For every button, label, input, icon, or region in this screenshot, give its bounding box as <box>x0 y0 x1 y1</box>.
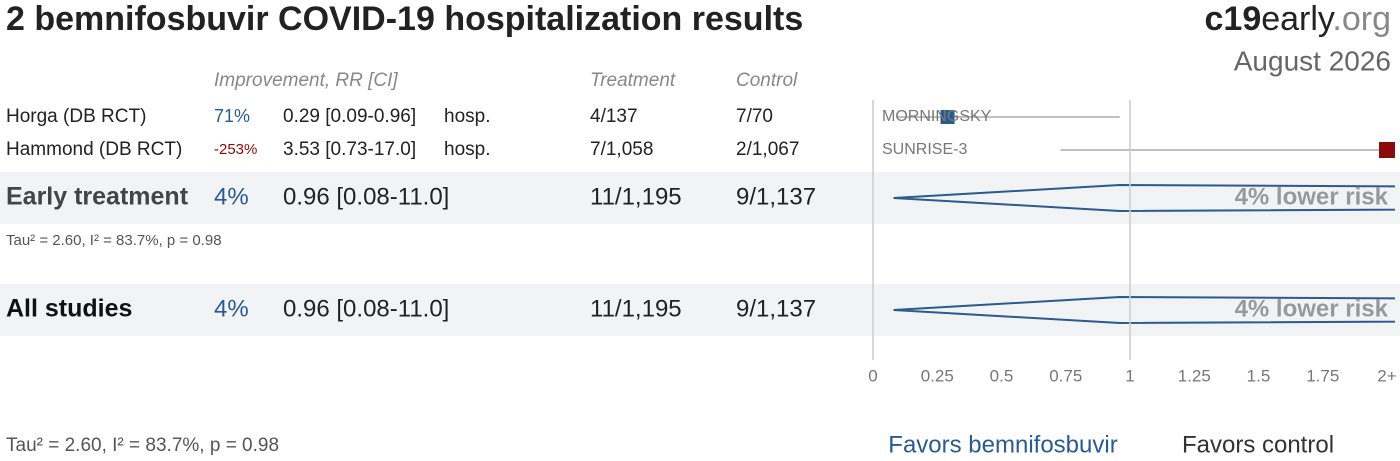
favors-label: Favors control <box>1182 431 1334 458</box>
control: 9/1,137 <box>736 183 816 210</box>
treatment: 11/1,195 <box>590 295 682 322</box>
brand: c19early.org <box>1205 0 1392 38</box>
x-tick-label: 0.25 <box>921 366 954 385</box>
ci-label: 0.96 [0.08-11.0] <box>283 295 449 322</box>
date: August 2026 <box>1234 45 1391 76</box>
x-tick-label: 1.75 <box>1306 366 1339 385</box>
x-tick-label: 0.75 <box>1049 366 1082 385</box>
x-tick-label: 0 <box>868 366 877 385</box>
treatment: 11/1,195 <box>590 183 682 210</box>
brand-part: .org <box>1332 0 1391 38</box>
effect-square <box>1379 142 1395 158</box>
summary-name: Early treatment <box>6 183 189 211</box>
effect-label: 4% lower risk <box>1235 183 1389 210</box>
x-tick-label: 1.5 <box>1247 366 1271 385</box>
ci-label: 3.53 [0.73-17.0] <box>283 139 416 160</box>
x-tick-label: 0.5 <box>990 366 1014 385</box>
improvement: 71% <box>214 106 250 126</box>
summary-stats: Tau² = 2.60, I² = 83.7%, p = 0.98 <box>6 232 222 249</box>
trial-name: SUNRISE-3 <box>882 141 967 158</box>
x-tick-label: 2+ <box>1377 366 1396 385</box>
summary-diamond <box>893 295 1395 325</box>
summary-name: All studies <box>6 295 132 323</box>
favors-label: Favors bemnifosbuvir <box>888 431 1117 458</box>
brand-part: early <box>1261 0 1335 38</box>
trial-name: MORNINGSKY <box>882 108 992 125</box>
treatment: 4/137 <box>590 106 638 127</box>
ci-label: 0.96 [0.08-11.0] <box>283 183 449 210</box>
summary-band <box>0 172 1400 224</box>
x-tick-label: 1 <box>1125 366 1134 385</box>
study-name: Horga (DB RCT) <box>6 106 146 127</box>
x-tick-label: 1.25 <box>1178 366 1211 385</box>
ci-label: 0.29 [0.09-0.96] <box>283 106 416 127</box>
chart-title: 2 bemnifosbuvir COVID-19 hospitalization… <box>6 0 803 38</box>
summary-band <box>0 284 1400 336</box>
treatment: 7/1,058 <box>590 139 653 160</box>
study-name: Hammond (DB RCT) <box>6 139 182 160</box>
outcome: hosp. <box>444 106 490 127</box>
effect-label: 4% lower risk <box>1235 295 1389 322</box>
improvement: 4% <box>214 183 249 210</box>
improvement: 4% <box>214 295 249 322</box>
column-header: Improvement, RR [CI] <box>214 70 398 91</box>
control: 2/1,067 <box>736 139 799 160</box>
footer-stats: Tau² = 2.60, I² = 83.7%, p = 0.98 <box>6 435 279 456</box>
outcome: hosp. <box>444 139 490 160</box>
column-header: Control <box>736 70 798 91</box>
brand-part: c19 <box>1205 0 1262 38</box>
control: 7/70 <box>736 106 773 127</box>
effect-square <box>940 110 955 124</box>
improvement: -253% <box>214 141 257 158</box>
column-header: Treatment <box>590 70 676 91</box>
plot-area <box>893 110 1395 325</box>
summary-diamond <box>893 183 1395 213</box>
control: 9/1,137 <box>736 295 816 322</box>
